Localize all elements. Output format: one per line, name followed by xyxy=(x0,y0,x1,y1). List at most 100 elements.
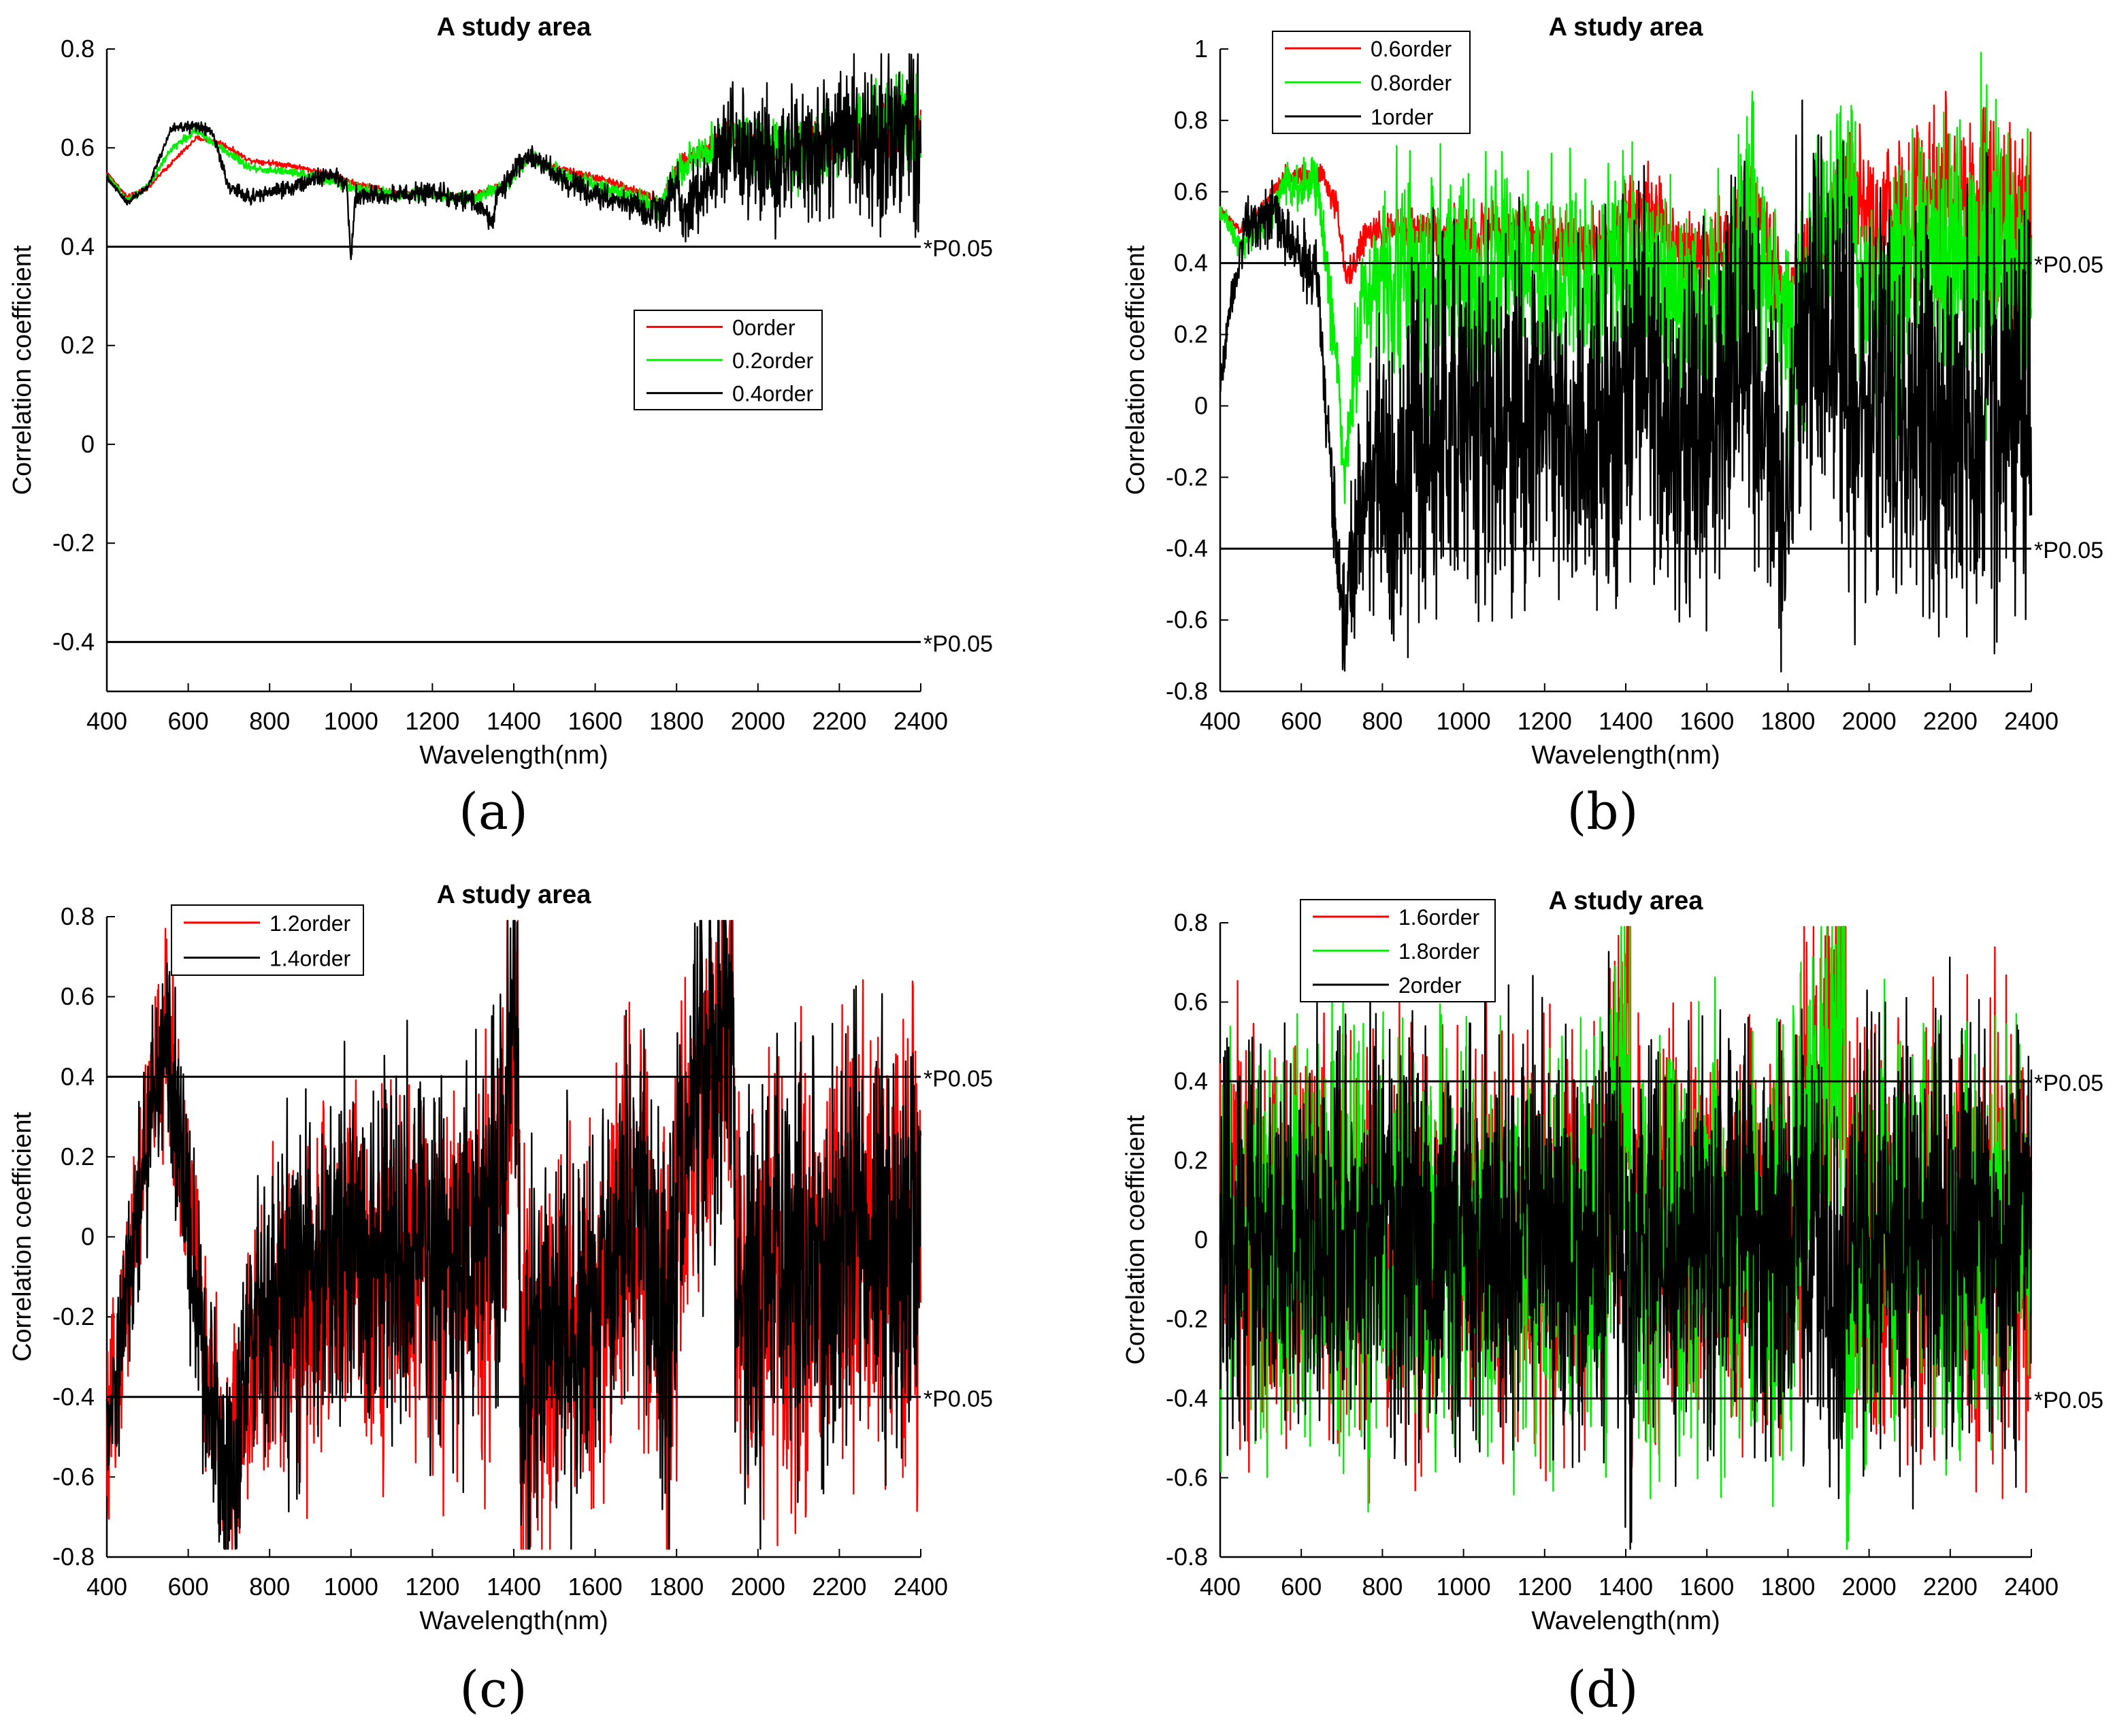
x-tick-label: 2400 xyxy=(894,707,948,735)
legend-label: 0.8order xyxy=(1371,71,1452,95)
x-tick-label: 1400 xyxy=(487,1573,541,1601)
panel-label-d: (d) xyxy=(1567,1660,1639,1719)
x-tick-label: 1600 xyxy=(568,707,623,735)
x-tick-label: 600 xyxy=(168,1573,209,1601)
y-axis-label: Correlation coefficient xyxy=(8,245,37,495)
y-tick-label: 0.4 xyxy=(61,1062,95,1090)
x-tick-label: 1400 xyxy=(1599,1573,1653,1601)
threshold-label: *P0.05 xyxy=(2034,1070,2103,1096)
x-tick-label: 400 xyxy=(1200,707,1241,735)
x-axis-label: Wavelength(nm) xyxy=(419,1607,608,1635)
series-line-0.2order xyxy=(105,71,922,221)
chart-panel-4: 400 600 800 1000 1200 1400 1600 1800 2000 2200 240… xyxy=(1121,887,2103,1635)
x-tick-label: 1000 xyxy=(1437,707,1491,735)
x-tick-label: 1400 xyxy=(487,707,541,735)
y-axis-label: Correlation coefficient xyxy=(8,1112,37,1362)
legend-label: 1.4order xyxy=(269,946,351,970)
y-tick-label: -0.4 xyxy=(1166,1384,1208,1412)
y-tick-label: 0 xyxy=(81,1223,95,1251)
chart-panel-3: 400 600 800 1000 1200 1400 1600 1800 2000 2200 240… xyxy=(8,881,993,1635)
chart-panel-2: 400 600 800 1000 1200 1400 1600 1800 2000 2200 240… xyxy=(1121,13,2103,770)
chart-panel-1: 400 600 800 1000 1200 1400 1600 1800 2000 2200 240… xyxy=(8,13,993,770)
x-tick-label: 1600 xyxy=(1680,1573,1734,1601)
y-tick-label: 0 xyxy=(1194,1226,1208,1254)
x-tick-label: 400 xyxy=(1200,1573,1241,1601)
y-tick-label: 0.8 xyxy=(1174,106,1208,134)
legend-label: 0.4order xyxy=(732,382,814,406)
y-tick-label: -0.2 xyxy=(52,529,95,557)
legend: 1.2order 1.4order xyxy=(171,904,364,976)
x-tick-label: 1000 xyxy=(324,707,378,735)
x-tick-label: 1800 xyxy=(649,707,704,735)
threshold-label: *P0.05 xyxy=(923,1386,993,1412)
x-tick-label: 1600 xyxy=(1680,707,1734,735)
legend: 0order 0.2order 0.4order xyxy=(634,310,823,410)
x-axis-label: Wavelength(nm) xyxy=(1531,741,1720,770)
x-axis-label: Wavelength(nm) xyxy=(419,741,608,770)
x-tick-label: 1800 xyxy=(1760,1573,1815,1601)
x-tick-label: 1200 xyxy=(405,707,459,735)
y-tick-label: 0.8 xyxy=(1174,908,1208,936)
y-axis-label: Correlation coefficient xyxy=(1121,245,1150,495)
y-tick-label: 0.2 xyxy=(61,331,95,359)
series-line-0.4order xyxy=(105,53,922,261)
legend: 0.6order 0.8order 1order xyxy=(1272,31,1471,134)
x-tick-label: 400 xyxy=(86,707,127,735)
x-tick-label: 2000 xyxy=(1842,1573,1897,1601)
y-tick-label: -0.8 xyxy=(52,1543,95,1571)
y-tick-label: 0.2 xyxy=(1174,1147,1208,1175)
y-tick-label: 0 xyxy=(81,430,95,458)
x-tick-label: 1200 xyxy=(1518,1573,1572,1601)
x-tick-label: 1400 xyxy=(1599,707,1653,735)
chart-title: A study area xyxy=(1549,13,1704,42)
x-tick-label: 600 xyxy=(1281,707,1322,735)
x-tick-label: 1800 xyxy=(649,1573,704,1601)
y-tick-label: -0.8 xyxy=(1166,677,1208,705)
x-tick-label: 1200 xyxy=(1518,707,1572,735)
y-tick-label: 0 xyxy=(1194,391,1208,419)
x-tick-label: 1000 xyxy=(1437,1573,1491,1601)
legend-label: 0order xyxy=(732,315,796,340)
y-tick-label: 0.8 xyxy=(61,35,95,63)
legend-label: 1order xyxy=(1371,105,1434,129)
x-tick-label: 600 xyxy=(168,707,209,735)
x-tick-label: 2200 xyxy=(1923,707,1978,735)
y-tick-label: 0.2 xyxy=(1174,321,1208,348)
threshold-label: *P0.05 xyxy=(923,1066,993,1092)
y-tick-label: -0.6 xyxy=(1166,606,1208,634)
x-tick-label: 2000 xyxy=(731,707,785,735)
threshold-label: *P0.05 xyxy=(2034,538,2103,563)
series-line-2order xyxy=(1219,951,2033,1550)
legend-box xyxy=(171,904,364,976)
series-line-1.4order xyxy=(105,919,922,1550)
y-tick-label: -0.6 xyxy=(1166,1464,1208,1492)
legend-label: 1.8order xyxy=(1398,939,1480,964)
legend-label: 2order xyxy=(1398,973,1462,998)
panel-label-b: (b) xyxy=(1567,783,1639,841)
x-tick-label: 1800 xyxy=(1760,707,1815,735)
panel-label-a: (a) xyxy=(459,783,528,841)
legend-label: 0.6order xyxy=(1371,37,1452,61)
chart-title: A study area xyxy=(1549,887,1704,915)
x-tick-label: 800 xyxy=(1362,1573,1403,1601)
y-tick-label: -0.2 xyxy=(52,1303,95,1330)
x-tick-label: 800 xyxy=(1362,707,1403,735)
x-tick-label: 2400 xyxy=(894,1573,948,1601)
threshold-label: *P0.05 xyxy=(923,631,993,657)
x-tick-label: 600 xyxy=(1281,1573,1322,1601)
chart-title: A study area xyxy=(437,13,592,42)
series-line-1order xyxy=(1219,99,2033,673)
y-tick-label: -0.4 xyxy=(1166,534,1208,562)
series-line-0.8order xyxy=(1219,52,2033,504)
y-tick-label: -0.2 xyxy=(1166,1305,1208,1333)
x-tick-label: 2400 xyxy=(2004,1573,2059,1601)
y-tick-label: -0.8 xyxy=(1166,1543,1208,1571)
x-tick-label: 2400 xyxy=(2004,707,2059,735)
x-tick-label: 800 xyxy=(249,1573,290,1601)
y-axis-label: Correlation coefficient xyxy=(1121,1115,1150,1364)
threshold-label: *P0.05 xyxy=(2034,1388,2103,1413)
y-tick-label: 1 xyxy=(1194,35,1208,63)
threshold-label: *P0.05 xyxy=(2034,252,2103,278)
